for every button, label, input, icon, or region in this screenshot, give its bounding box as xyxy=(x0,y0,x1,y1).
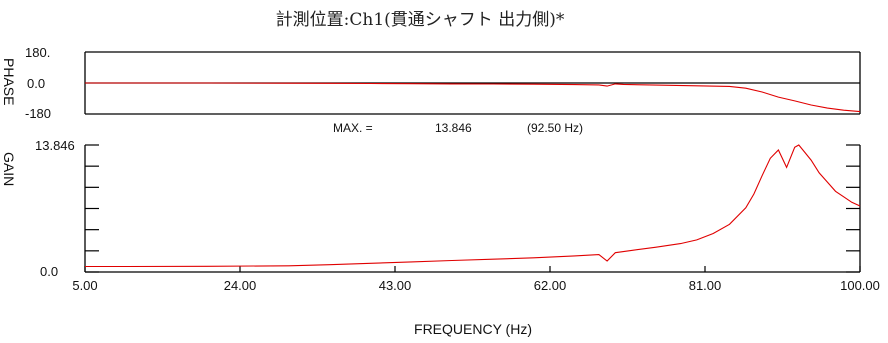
x-tick-label: 81.00 xyxy=(689,278,722,293)
phase-tick-bottom: -180 xyxy=(25,106,51,121)
max-readout: MAX. = 13.846 (92.50 Hz) xyxy=(333,121,583,135)
phase-series-line xyxy=(85,82,861,113)
gain-axis-label: GAIN xyxy=(1,152,17,186)
x-tick-label: 43.00 xyxy=(379,278,412,293)
x-tick-label: 24.00 xyxy=(224,278,257,293)
x-tick-label: 62.00 xyxy=(534,278,567,293)
gain-y-ticks xyxy=(85,144,860,273)
max-label: MAX. = xyxy=(333,121,373,135)
max-frequency: (92.50 Hz) xyxy=(527,121,583,135)
gain-tick-bottom: 0.0 xyxy=(40,264,58,279)
gain-x-ticks: 5.00 24.00 43.00 62.00 81.00 100.00 xyxy=(72,266,880,293)
gain-tick-top: 13.846 xyxy=(35,138,75,153)
max-value: 13.846 xyxy=(435,121,472,135)
phase-axis-label: PHASE xyxy=(1,58,17,105)
gain-panel: 5.00 24.00 43.00 62.00 81.00 100.00 13.846 0.… xyxy=(1,138,880,337)
chart-title: 計測位置:Ch1(貫通シャフト 出力側)* xyxy=(276,10,565,30)
phase-tick-top: 180. xyxy=(25,45,50,60)
phase-panel: 180. 0.0 -180 PHASE xyxy=(1,45,861,121)
x-tick-label: 100.00 xyxy=(840,278,880,293)
phase-tick-zero: 0.0 xyxy=(27,76,45,91)
gain-series-line xyxy=(85,144,861,268)
x-tick-label: 5.00 xyxy=(72,278,97,293)
x-axis-label: FREQUENCY (Hz) xyxy=(414,321,532,337)
